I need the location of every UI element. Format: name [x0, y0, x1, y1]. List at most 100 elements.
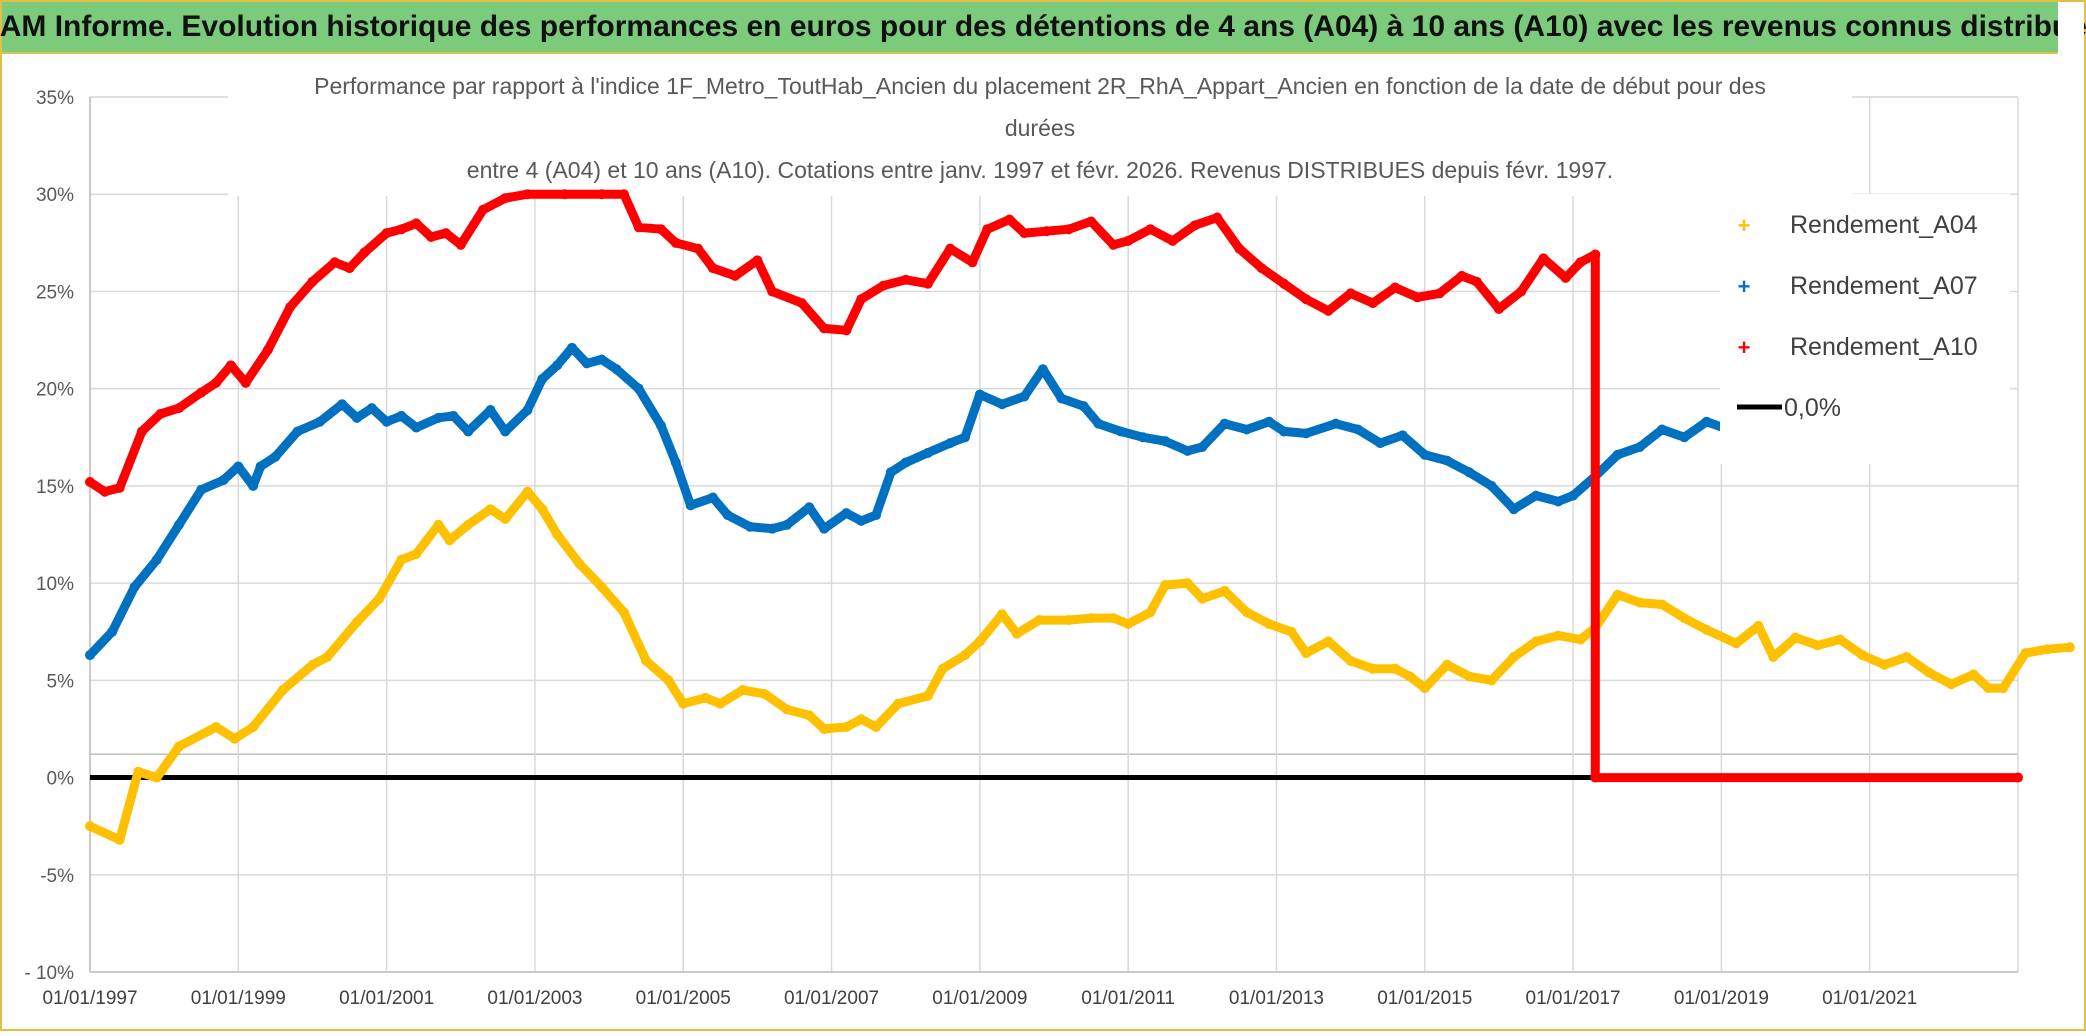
- x-tick-label: 01/01/2019: [1674, 988, 1769, 1009]
- x-tick-label: 01/01/2021: [1822, 988, 1917, 1009]
- data-point-a04: [1011, 628, 1022, 639]
- data-point-a07: [945, 438, 956, 449]
- data-point-a07: [804, 502, 815, 513]
- data-point-a04: [856, 714, 867, 725]
- data-point-a04: [737, 685, 748, 696]
- data-point-a10: [262, 344, 273, 355]
- data-point-a10: [1456, 270, 1467, 281]
- data-point-a04: [596, 582, 607, 592]
- data-point-a07: [381, 416, 392, 427]
- data-point-a07: [351, 412, 362, 423]
- data-point-a10: [1041, 226, 1052, 237]
- data-point-a04: [444, 535, 455, 546]
- data-point-a04: [841, 722, 852, 732]
- data-point-a10: [693, 243, 704, 254]
- data-point-a04: [1553, 630, 1564, 641]
- data-point-a04: [248, 722, 259, 732]
- chart-title-line: entre 4 (A04) et 10 ans (A10). Cotations…: [467, 157, 1613, 183]
- data-point-a07: [537, 373, 548, 384]
- data-point-a10: [1590, 249, 1601, 260]
- data-point-a04: [500, 513, 511, 524]
- data-point-a10: [196, 387, 207, 398]
- data-point-a10: [1278, 278, 1289, 289]
- data-point-a04: [1123, 618, 1134, 629]
- data-point-a04: [1612, 589, 1623, 600]
- data-point-a07: [1553, 496, 1564, 507]
- data-point-a07: [1634, 442, 1645, 452]
- data-point-a04: [1442, 659, 1453, 670]
- data-point-a04: [1768, 652, 1779, 662]
- data-point-a07: [655, 420, 666, 431]
- data-point-a04: [322, 652, 333, 662]
- data-point-a04: [1790, 632, 1801, 643]
- data-point-a07: [567, 342, 577, 353]
- data-point-a07: [1197, 442, 1208, 452]
- data-point-a10: [633, 222, 644, 233]
- data-point-a04: [396, 554, 407, 565]
- data-point-a10: [1345, 288, 1356, 299]
- data-point-a04: [1946, 679, 1957, 690]
- data-point-a07: [1486, 480, 1497, 491]
- data-point-a04: [85, 821, 95, 832]
- y-tick-label: 20%: [36, 380, 74, 401]
- data-point-a10: [1367, 298, 1378, 309]
- legend-marker-a04: +: [1738, 213, 1751, 238]
- data-point-a04: [1034, 615, 1045, 626]
- legend-marker-a10: +: [1738, 335, 1751, 360]
- legend-label-a10: Rendement_A10: [1790, 333, 1978, 361]
- data-point-a07: [411, 422, 422, 433]
- data-point-a10: [114, 482, 125, 493]
- data-point-a07: [885, 467, 896, 478]
- data-point-a04: [433, 519, 444, 530]
- data-point-a10: [1019, 228, 1030, 239]
- data-point-a10: [1145, 224, 1156, 235]
- data-point-a10: [1323, 305, 1334, 316]
- data-point-a07: [744, 521, 755, 532]
- y-tick-label: 10%: [36, 574, 74, 595]
- x-tick-label: 01/01/2005: [636, 988, 731, 1009]
- data-point-a10: [2013, 772, 2023, 783]
- data-point-a04: [1508, 652, 1519, 662]
- data-point-a07: [314, 416, 325, 427]
- data-point-a07: [1397, 430, 1408, 441]
- data-point-a10: [344, 263, 355, 274]
- data-point-a04: [804, 710, 815, 721]
- data-point-a04: [1835, 634, 1846, 645]
- data-point-a04: [1968, 669, 1979, 680]
- report-title: ADAM Informe. Evolution historique des p…: [0, 2, 2086, 54]
- data-point-a04: [1879, 659, 1890, 670]
- y-tick-label: 0%: [47, 769, 75, 790]
- data-point-a07: [1241, 424, 1252, 435]
- data-point-a07: [1612, 449, 1623, 460]
- data-point-a10: [900, 274, 911, 285]
- x-tick-label: 01/01/2017: [1526, 988, 1621, 1009]
- series-line-a07: [85, 343, 1830, 660]
- data-point-a04: [618, 607, 629, 618]
- data-point-a07: [1353, 424, 1364, 435]
- data-point-a07: [960, 432, 971, 443]
- data-point-a10: [1063, 224, 1074, 235]
- data-point-a04: [1812, 640, 1823, 651]
- data-point-a10: [1004, 214, 1015, 225]
- y-tick-label: - 10%: [24, 963, 74, 984]
- data-point-a04: [893, 698, 904, 709]
- data-point-a07: [270, 451, 281, 462]
- data-point-a04: [1701, 624, 1712, 635]
- data-point-a10: [426, 232, 437, 242]
- data-point-a10: [500, 193, 511, 204]
- data-point-a10: [655, 224, 666, 235]
- data-point-a07: [611, 364, 622, 375]
- data-point-a04: [1857, 650, 1868, 661]
- data-point-a10: [1412, 292, 1423, 303]
- data-point-a07: [337, 399, 348, 410]
- data-point-a04: [782, 704, 793, 715]
- chart-area: - 10% -5% 0% 5% 10% 15% 20% 25% 30% 35% 01/01/1997…: [0, 54, 2086, 1031]
- data-point-a07: [218, 475, 229, 486]
- data-point-a10: [285, 302, 296, 312]
- data-point-a10: [796, 298, 807, 309]
- data-point-a10: [707, 263, 718, 274]
- data-point-a10: [396, 224, 407, 235]
- data-point-a07: [782, 519, 793, 530]
- x-tick-label: 01/01/2011: [1081, 988, 1175, 1009]
- data-point-a07: [107, 626, 118, 637]
